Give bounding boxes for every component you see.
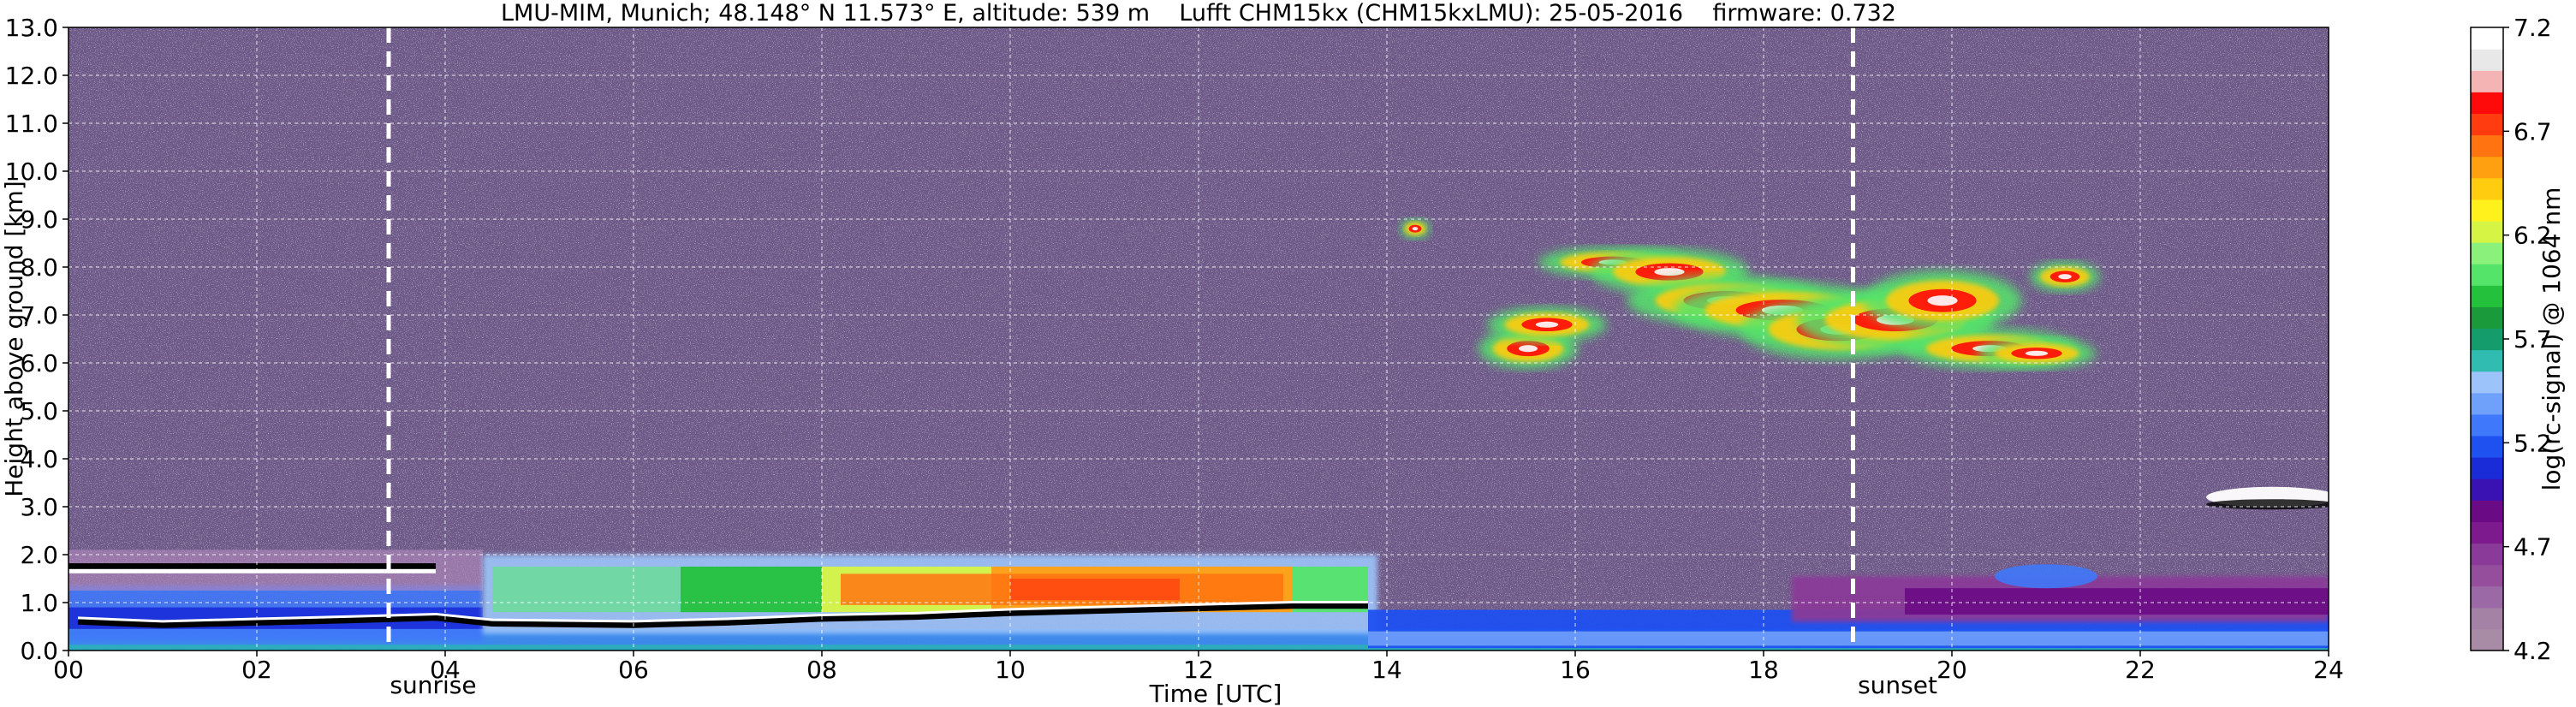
x-tick-label: 02 (241, 656, 272, 684)
colorbar-segment (2471, 70, 2503, 92)
colorbar-segment (2471, 220, 2503, 243)
x-tick-label: 22 (2125, 656, 2156, 684)
chart-title: LMU-MIM, Munich; 48.148° N 11.573° E, al… (501, 0, 1896, 27)
cloud-peak (2058, 274, 2072, 280)
colorbar-segment (2471, 392, 2503, 415)
event-label-sunset: sunset (1858, 671, 1937, 699)
grid (68, 27, 2329, 651)
cloud-peak (1412, 227, 1419, 231)
x-axis-label: Time [UTC] (1149, 680, 1282, 707)
colorbar-segment (2471, 177, 2503, 200)
residual-layer-top-dark (68, 563, 436, 571)
colorbar-tick-label: 4.2 (2514, 637, 2552, 665)
aerosol-layer-edge (77, 601, 1368, 628)
x-axis: 00 02 04 06 08 10 12 14 16 18 20 22 24 (53, 651, 2344, 684)
cloud-peak (1519, 345, 1538, 353)
colorbar-segment (2471, 628, 2503, 651)
colorbar-label: log(rc-signal) @ 1064 nm (2537, 187, 2566, 491)
x-tick-label: 08 (806, 656, 837, 684)
x-tick-label: 24 (2313, 656, 2344, 684)
colorbar-segment (2471, 371, 2503, 394)
mixed-layer-segment (681, 567, 822, 613)
colorbar-tick-label: 6.7 (2514, 117, 2552, 146)
evening-aerosol-patch (1995, 564, 2097, 589)
y-tick-label: 5.0 (20, 397, 58, 425)
colorbar-segment (2471, 328, 2503, 351)
y-tick-label: 8.0 (20, 253, 58, 282)
colorbar-segment (2471, 607, 2503, 630)
mixed-layer-core-strong (1010, 579, 1180, 601)
colorbar-segment (2471, 585, 2503, 609)
colorbar-tick-label: 5.2 (2514, 429, 2552, 457)
event-labels: sunrise sunset (390, 671, 1937, 699)
colorbar-segment (2471, 113, 2503, 136)
cloud-peak (1535, 321, 1559, 328)
y-tick-label: 3.0 (20, 493, 58, 521)
colorbar-segment (2471, 199, 2503, 222)
colorbar-segment (2471, 500, 2503, 522)
y-tick-label: 12.0 (5, 62, 58, 90)
event-label-sunrise: sunrise (390, 671, 476, 699)
colorbar-segment (2471, 478, 2503, 501)
colorbar-segment (2471, 457, 2503, 479)
y-axis: 0.0 1.0 2.0 3.0 4.0 5.0 6.0 7.0 8.0 9.0 10.0 11.0 12… (5, 14, 68, 665)
cloud-peak (1927, 295, 1958, 306)
colorbar-segment (2471, 156, 2503, 179)
y-tick-label: 10.0 (5, 157, 58, 186)
x-tick-label: 20 (1936, 656, 1967, 684)
colorbar-segment (2471, 242, 2503, 264)
colorbar-tick-label: 7.2 (2514, 14, 2552, 42)
y-tick-label: 4.0 (20, 445, 58, 473)
colorbar-segment (2471, 27, 2503, 50)
y-tick-label: 9.0 (20, 205, 58, 234)
y-tick-label: 2.0 (20, 541, 58, 569)
y-tick-label: 0.0 (20, 637, 58, 665)
y-axis-label: Height above ground [km] (0, 181, 28, 497)
colorbar-segment (2471, 134, 2503, 157)
colorbar-segment (2471, 306, 2503, 330)
colorbar-segment (2471, 435, 2503, 458)
colorbar-segment (2471, 349, 2503, 372)
x-tick-label: 04 (430, 656, 461, 684)
x-tick-label: 16 (1560, 656, 1591, 684)
y-tick-label: 13.0 (5, 14, 58, 42)
colorbar: 4.2 4.7 5.2 5.7 6.2 6.7 7.2 (2470, 14, 2552, 665)
colorbar-tick-label: 5.7 (2514, 325, 2552, 354)
cloud-peak (1654, 268, 1685, 276)
colorbar-segment (2471, 92, 2503, 115)
colorbar-segment (2471, 49, 2503, 71)
colorbar-segment (2471, 564, 2503, 587)
residual-layer-top-light (68, 568, 436, 573)
low-cloud-base (2206, 499, 2329, 510)
event-lines (386, 27, 1855, 651)
y-tick-label: 11.0 (5, 110, 58, 138)
x-tick-label: 06 (618, 656, 649, 684)
aerosol-layer-edge-light (77, 600, 1368, 623)
colorbar-segment (2471, 264, 2503, 286)
nocturnal-layer-bottom (1368, 631, 2329, 646)
x-tick-label: 12 (1183, 656, 1214, 684)
colorbar-tick-label: 6.2 (2514, 222, 2552, 250)
y-tick-label: 7.0 (20, 301, 58, 330)
cloud-peak (2025, 350, 2049, 356)
surface-layer-bottom (68, 645, 2329, 651)
y-tick-label: 1.0 (20, 589, 58, 617)
evening-residual-core (1905, 588, 2329, 615)
plot-area (68, 27, 2329, 651)
colorbar-segment (2471, 543, 2503, 566)
colorbar-segment (2471, 285, 2503, 307)
y-tick-label: 6.0 (20, 349, 58, 377)
mixed-layer-segment (492, 567, 681, 613)
x-tick-label: 00 (53, 656, 84, 684)
x-tick-label: 10 (995, 656, 1026, 684)
colorbar-segment (2471, 413, 2503, 437)
colorbar-segment (2471, 521, 2503, 544)
x-tick-label: 18 (1748, 656, 1779, 684)
x-tick-label: 14 (1371, 656, 1402, 684)
colorbar-tick-label: 4.7 (2514, 533, 2552, 561)
